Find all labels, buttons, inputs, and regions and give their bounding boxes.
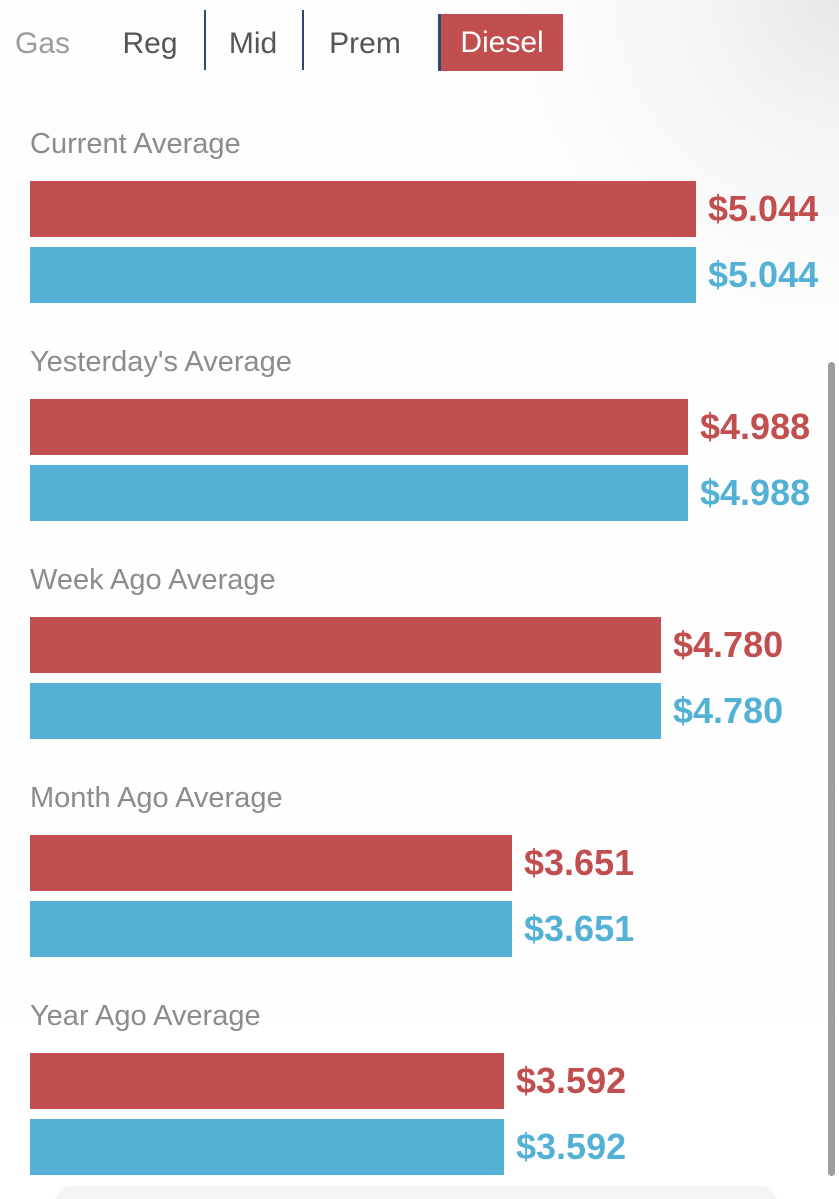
section-month-ago-average: Month Ago Average $3.651 $3.651 xyxy=(0,781,839,957)
bar-row: $4.988 xyxy=(30,465,839,521)
tab-reg[interactable]: Reg xyxy=(122,27,178,60)
bar-blue-series xyxy=(30,247,696,303)
price-label-red: $5.044 xyxy=(708,188,819,229)
section-label: Current Average xyxy=(30,128,241,160)
bar-row: $3.592 xyxy=(30,1119,839,1175)
price-label-blue: $5.044 xyxy=(708,254,819,295)
price-label-blue: $3.651 xyxy=(524,908,635,949)
price-label-red: $3.651 xyxy=(524,842,635,883)
bar-red-series xyxy=(30,835,512,891)
tab-separator xyxy=(204,10,206,70)
bar-row: $5.044 xyxy=(30,247,839,303)
bar-row: $4.780 xyxy=(30,617,839,673)
tab-mid[interactable]: Mid xyxy=(228,27,278,60)
section-week-ago-average: Week Ago Average $4.780 $4.780 xyxy=(0,563,839,739)
section-current-average: Current Average $5.044 $5.044 xyxy=(0,127,839,303)
price-label-red: $3.592 xyxy=(516,1060,627,1101)
price-label-red: $4.780 xyxy=(673,624,784,665)
tab-separator xyxy=(302,10,304,70)
next-card-edge xyxy=(55,1186,777,1199)
section-label: Year Ago Average xyxy=(30,1000,261,1032)
bar-blue-series xyxy=(30,683,661,739)
scrollbar-thumb[interactable] xyxy=(828,362,835,1176)
bar-row: $3.592 xyxy=(30,1053,839,1109)
price-label-red: $4.988 xyxy=(700,406,811,447)
tab-diesel-selected[interactable]: Diesel xyxy=(438,14,563,71)
price-label-blue: $3.592 xyxy=(516,1126,627,1167)
gas-label: Gas xyxy=(15,27,71,60)
section-label: Week Ago Average xyxy=(30,564,276,596)
tab-prem[interactable]: Prem xyxy=(329,27,401,60)
bar-red-series xyxy=(30,181,696,237)
bar-row: $4.988 xyxy=(30,399,839,455)
bar-blue-series xyxy=(30,901,512,957)
fuel-tab-bar: Gas Reg Mid Prem Diesel xyxy=(0,0,839,85)
bar-blue-series xyxy=(30,465,688,521)
price-label-blue: $4.988 xyxy=(700,472,811,513)
section-year-ago-average: Year Ago Average $3.592 $3.592 xyxy=(0,999,839,1175)
section-label: Month Ago Average xyxy=(30,782,283,814)
bar-row: $5.044 xyxy=(30,181,839,237)
bar-red-series xyxy=(30,399,688,455)
price-label-blue: $4.780 xyxy=(673,690,784,731)
section-yesterday-average: Yesterday's Average $4.988 $4.988 xyxy=(0,345,839,521)
bar-blue-series xyxy=(30,1119,504,1175)
section-label: Yesterday's Average xyxy=(30,346,292,378)
bar-row: $3.651 xyxy=(30,901,839,957)
bar-row: $4.780 xyxy=(30,683,839,739)
bar-red-series xyxy=(30,617,661,673)
bar-row: $3.651 xyxy=(30,835,839,891)
bar-red-series xyxy=(30,1053,504,1109)
